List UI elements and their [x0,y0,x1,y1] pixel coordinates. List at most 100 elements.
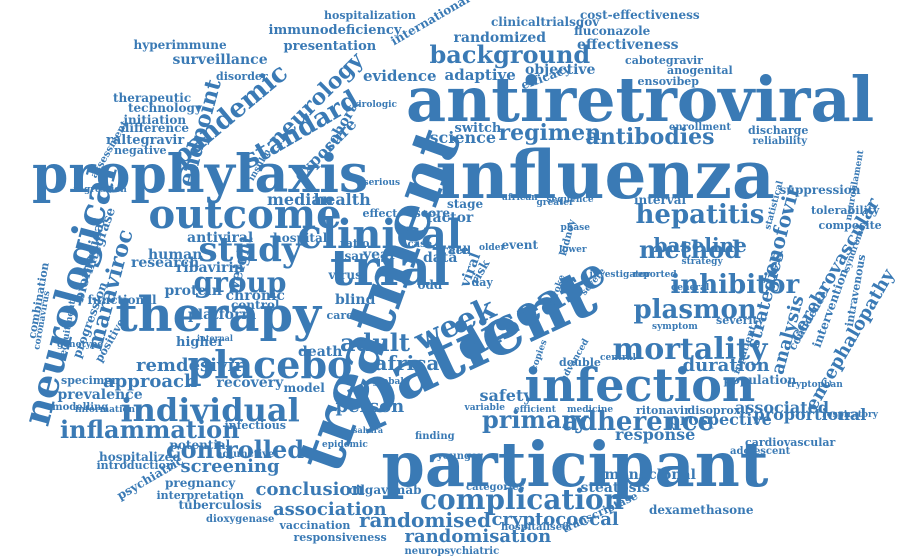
cloud-word: person [335,396,405,417]
cloud-word: odd [417,278,443,292]
cloud-word: older [479,242,506,253]
cloud-word: cilgavimab [348,483,422,497]
cloud-word: science [429,128,497,147]
cloud-word: adult [340,328,410,357]
cloud-word: central [600,352,636,363]
cloud-word: clinicaltrialsgov [491,15,600,29]
cloud-word: associated [735,398,829,417]
cloud-word: hyperimmune [133,38,227,52]
cloud-word: adaptive [444,65,516,84]
cloud-word: cost-effectiveness [580,8,700,22]
cloud-word: investigator [589,269,651,280]
cloud-word: double [559,355,601,369]
cloud-word: research [131,255,200,271]
cloud-word: surveillance [172,52,268,68]
cloud-word: data [423,250,458,266]
cloud-word: pregnancy [165,476,236,490]
cloud-word: individual [120,391,300,429]
cloud-word: recovery [216,375,284,391]
cloud-word: younger [437,451,483,462]
cloud-word: ribavirin [176,260,244,276]
cloud-word: steatosis [580,480,650,496]
cloud-word: inflammation [60,415,240,444]
cloud-word: score [414,206,451,220]
cloud-word: enrollment [669,122,732,133]
cloud-word: initiation [123,113,187,127]
cloud-word: reported [633,269,677,280]
cloud-word: effectiveness [577,37,679,53]
cloud-word: case [407,239,433,250]
cloud-word: interpretation [156,488,244,502]
cloud-word: sahara [353,425,384,435]
cloud-word: africa [374,351,440,375]
cloud-word: fluconazole [574,24,651,38]
cloud-word: cabotegravir [625,53,703,67]
cloud-word: protein [164,283,222,299]
cloud-word: cell [449,243,472,257]
cloud-word: regimen [498,120,602,146]
cloud-word: disorder [216,69,268,83]
cloud-word: immunodeficiency [268,22,402,38]
cloud-word: randomised [359,508,492,532]
cloud-word: baseline [653,233,747,257]
cloud-word: proportional [753,405,867,424]
cloud-word: conclusion [255,479,365,500]
cloud-word: influenza [435,136,775,214]
cloud-word: internal [197,333,233,343]
cloud-word: prospective [668,410,772,429]
cloud-word: modelling [52,402,109,413]
cloud-word: higher [176,334,225,350]
cloud-word: model [283,381,325,395]
cloud-word: antibodies [585,124,715,150]
cloud-word: hospitalised [501,522,570,533]
cloud-word: symptom [652,321,698,332]
cloud-word: control [231,298,280,312]
cloud-word: death [298,344,343,360]
cloud-word: approach [103,371,198,392]
cloud-word: raltegravir [106,132,185,148]
cloud-word: human [148,247,203,263]
cloud-word: medicine [567,404,614,415]
cloud-word: information [75,404,136,415]
cloud-word: median [267,190,334,209]
cloud-word: remdesivir [136,355,244,376]
cloud-word: categories [466,482,525,493]
cloud-word: interval [634,193,687,207]
cloud-word: reliability [752,136,808,147]
cloud-word: hospital [273,231,328,245]
cloud-word: health [313,190,371,209]
cloud-word: trial [330,238,450,297]
cloud-word: participant [381,428,769,501]
cloud-word: antiretroviral [406,63,875,136]
cloud-word: introduction [96,458,174,472]
cloud-word: responsiveness [293,530,387,544]
cloud-word: complication [420,483,624,516]
cloud-word: placebo [187,342,353,387]
cloud-word: mortality [612,332,768,367]
cloud-word: factor [426,210,474,226]
cloud-word: efficient [514,404,556,415]
cloud-word: genotype [57,339,103,350]
cloud-word: global [372,376,404,387]
cloud-word: day [471,275,493,289]
cloud-word: outcome [148,191,342,238]
cloud-word: care [326,308,354,322]
cloud-word: infection [524,358,756,412]
cloud-word: difference [121,121,190,135]
cloud-word: screening [180,456,280,477]
cloud-word: virus [328,268,362,282]
cloud-word: method [639,235,741,264]
cloud-word: neuropsychiatric [404,546,500,557]
cloud-word: dioxygenase [206,514,275,525]
cloud-word: background [429,40,591,69]
cloud-word: anogenital [667,63,733,77]
cloud-word: population [723,373,797,387]
cloud-word: adherence [562,407,714,437]
cloud-word: lower [559,244,587,255]
cloud-word: serious [363,177,401,188]
cloud-word: safety [479,386,533,405]
cloud-word: hepatitis [635,200,765,230]
cloud-word: technology [128,101,202,115]
cloud-word: dexamethasone [649,503,754,517]
